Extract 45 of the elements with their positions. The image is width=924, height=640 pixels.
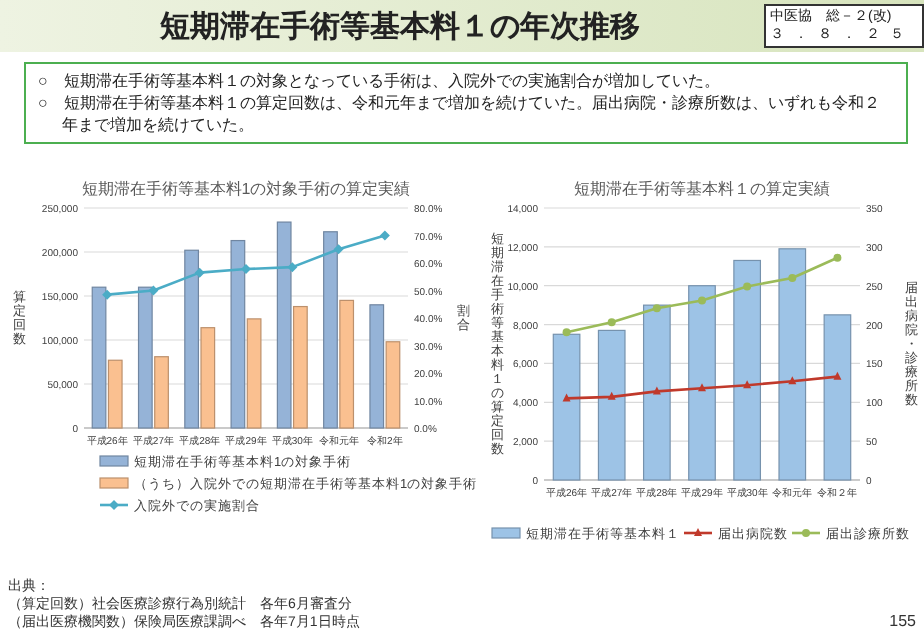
chart-title: 短期滞在手術等基本料１の算定実績 bbox=[574, 180, 830, 198]
point bbox=[102, 289, 113, 300]
bar bbox=[778, 248, 807, 481]
bar bbox=[597, 329, 626, 481]
point bbox=[379, 230, 390, 241]
bar bbox=[200, 327, 216, 429]
point bbox=[788, 273, 797, 282]
point bbox=[652, 304, 661, 313]
bar bbox=[823, 314, 852, 481]
point bbox=[698, 383, 706, 392]
text: ○ 短期滞在手術等基本料１の対象となっている手術は、入院外での実施割合が増加していた。 bbox=[38, 70, 722, 92]
bar bbox=[339, 299, 355, 429]
bar bbox=[107, 359, 123, 429]
bar bbox=[230, 239, 246, 429]
bar bbox=[733, 259, 762, 481]
bar bbox=[292, 305, 308, 429]
bar bbox=[385, 341, 401, 429]
bar bbox=[276, 221, 292, 429]
point bbox=[287, 262, 298, 273]
point bbox=[698, 296, 706, 305]
bar bbox=[323, 231, 338, 429]
point bbox=[607, 318, 616, 327]
point bbox=[562, 328, 571, 337]
point bbox=[743, 380, 752, 389]
point bbox=[148, 285, 159, 296]
text: 短期滞在手術等基本料１の年次推移 bbox=[160, 10, 640, 44]
text: 155 bbox=[887, 612, 916, 630]
text: ○ 短期滞在手術等基本料１の算定回数は、令和元年まで増加を続けていた。届出病院・診療所数は、いずれも令和２年まで増加を続けていた。 bbox=[38, 92, 882, 136]
point bbox=[833, 371, 842, 380]
bar bbox=[246, 318, 262, 429]
bar bbox=[688, 285, 716, 481]
bar bbox=[91, 286, 107, 429]
bar bbox=[642, 304, 671, 481]
point bbox=[743, 282, 752, 291]
point bbox=[607, 391, 616, 400]
point bbox=[333, 244, 344, 255]
bar bbox=[369, 304, 385, 429]
chart-title: 短期滞在手術等基本料1の対象手術の算定実績 bbox=[81, 180, 411, 198]
bar bbox=[154, 356, 169, 429]
point bbox=[833, 253, 842, 262]
bar bbox=[552, 333, 581, 481]
point bbox=[194, 267, 205, 278]
point bbox=[241, 264, 251, 275]
bar bbox=[184, 249, 200, 429]
bar bbox=[137, 286, 153, 429]
